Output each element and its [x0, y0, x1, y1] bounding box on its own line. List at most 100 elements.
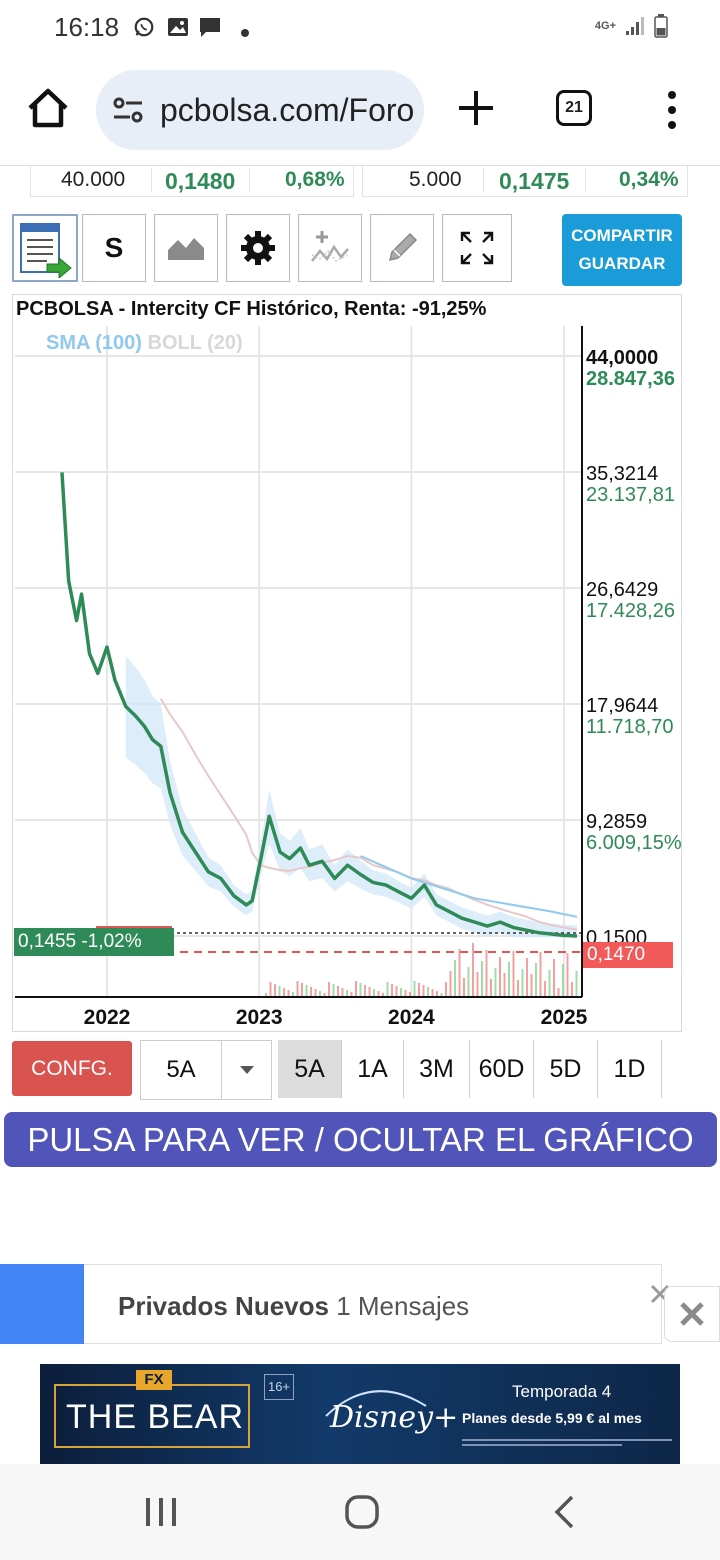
volume-bar	[395, 986, 398, 997]
volume-bar	[310, 987, 312, 997]
quote-buy: 40.000 0,1480 0,68%	[30, 166, 354, 197]
price-chart[interactable]: 44,000028.847,3635,321423.137,8126,64291…	[0, 0, 720, 1040]
home-nav-icon[interactable]	[344, 1494, 380, 1530]
share-save-button[interactable]: COMPARTIR GUARDAR	[562, 214, 682, 286]
volume-bar	[346, 990, 348, 997]
volume-bar	[269, 982, 272, 997]
disney-arc-icon	[325, 1390, 427, 1417]
volume-bar	[575, 971, 578, 997]
address-bar[interactable]: pcbolsa.com/Foro	[96, 70, 424, 150]
volume-bar	[449, 971, 452, 997]
chevron-down-icon[interactable]	[221, 1041, 272, 1099]
draw-tool-button[interactable]	[370, 214, 434, 282]
volume-bar	[490, 979, 492, 997]
legend-boll[interactable]: BOLL (20)	[147, 332, 243, 354]
volume-bar	[274, 984, 276, 997]
chart-grid	[15, 326, 582, 997]
private-messages-bar[interactable]: Privados Nuevos 1 Mensajes	[84, 1264, 662, 1344]
volume-bar	[485, 950, 488, 997]
volume-bar	[341, 988, 344, 997]
ad-price: Planes desde 5,99 € al mes	[462, 1410, 642, 1426]
volume-bar	[499, 957, 501, 997]
toggle-chart-button[interactable]: PULSA PARA VER / OCULTAR EL GRÁFICO	[4, 1112, 717, 1167]
ad-fine-print	[462, 1439, 672, 1446]
sma-line	[159, 698, 578, 931]
volume-bar	[494, 968, 497, 997]
volume-bar	[526, 958, 528, 997]
reference-lines	[15, 926, 582, 953]
y-tick-pct-label: 28.847,36	[586, 368, 675, 390]
volume-bar	[292, 992, 294, 997]
volume-bar	[512, 951, 515, 997]
period-tab-5d[interactable]: 5D	[534, 1040, 598, 1098]
messages-count: 1 Mensajes	[336, 1291, 470, 1321]
last-price-tag: 0,1470	[583, 942, 673, 968]
new-tab-icon[interactable]	[456, 88, 496, 128]
volume-bar	[382, 993, 384, 997]
chart-frame[interactable]	[12, 294, 682, 1032]
volume-bar	[535, 963, 537, 997]
range-select-value[interactable]: 5A	[166, 1056, 196, 1083]
period-tab-1a[interactable]: 1A	[342, 1040, 404, 1098]
volume-bar	[458, 949, 461, 997]
whatsapp-icon	[134, 17, 154, 37]
volume-bar	[454, 960, 456, 997]
volume-bar	[355, 981, 357, 997]
symbol-tool-button[interactable]: S	[82, 214, 146, 282]
quote-change: 0,34%	[619, 168, 679, 191]
period-tab-3m[interactable]: 3M	[404, 1040, 470, 1098]
volume-bar	[332, 984, 335, 997]
volume-bar	[427, 987, 429, 997]
volume-bar	[521, 969, 524, 997]
config-button[interactable]: CONFG.	[12, 1041, 132, 1096]
y-tick-pct-label: 23.137,81	[586, 484, 675, 506]
tab-switcher-button[interactable]: 21	[556, 90, 592, 126]
url-text[interactable]: pcbolsa.com/Foro	[160, 92, 415, 128]
volume-bar	[566, 953, 569, 997]
volume-bar	[557, 988, 560, 997]
fullscreen-button[interactable]	[442, 214, 512, 282]
y-tick-label: 17,9644	[586, 695, 658, 717]
volume-bar	[481, 961, 483, 997]
close-messages-button[interactable]	[664, 1286, 720, 1342]
x-tick-label: 2022	[84, 1006, 131, 1029]
home-button[interactable]	[24, 84, 72, 132]
range-select[interactable]: 5A	[140, 1040, 272, 1100]
add-indicator-button[interactable]	[298, 214, 362, 282]
ad-show-title: THE BEAR	[66, 1398, 245, 1436]
ad-banner[interactable]: FX THE BEAR 16+ Disney+ Temporada 4 Plan…	[40, 1364, 680, 1464]
chart-legend: SMA (100) BOLL (20)	[46, 332, 243, 355]
ad-network-logo: Disney+	[330, 1400, 459, 1435]
legend-sma[interactable]: SMA (100)	[46, 332, 142, 354]
period-tab-60d[interactable]: 60D	[470, 1040, 534, 1098]
volume-bar	[368, 987, 371, 997]
sma-polyline	[159, 698, 578, 931]
period-tab-5a[interactable]: 5A	[278, 1040, 342, 1098]
report-tool-button[interactable]	[12, 214, 78, 282]
gear-icon	[241, 231, 275, 265]
price-polyline	[60, 472, 578, 938]
volume-bar	[409, 992, 411, 997]
volume-bar	[422, 985, 425, 997]
y-tick-label: 35,3214	[586, 463, 658, 485]
back-icon[interactable]	[552, 1494, 576, 1530]
dot-icon	[241, 29, 249, 37]
period-tab-1d[interactable]: 1D	[598, 1040, 662, 1098]
settings-button[interactable]	[226, 214, 290, 282]
bollinger-band	[125, 655, 577, 938]
volume-bar	[364, 985, 366, 997]
quote-volume: 40.000	[61, 168, 126, 191]
menu-icon[interactable]	[660, 90, 684, 130]
site-settings-icon[interactable]	[112, 96, 144, 124]
volume-bar	[373, 989, 375, 997]
x-tick-label: 2024	[388, 1006, 435, 1029]
report-icon	[20, 223, 72, 278]
recent-apps-icon[interactable]	[144, 1496, 178, 1528]
volume-bar	[562, 964, 564, 997]
chart-type-button[interactable]	[154, 214, 218, 282]
volume-bar	[337, 986, 339, 997]
volume-bar	[440, 993, 443, 997]
price-series	[60, 472, 578, 938]
x-tick-label: 2023	[236, 1006, 283, 1029]
volume-bar	[319, 991, 321, 997]
